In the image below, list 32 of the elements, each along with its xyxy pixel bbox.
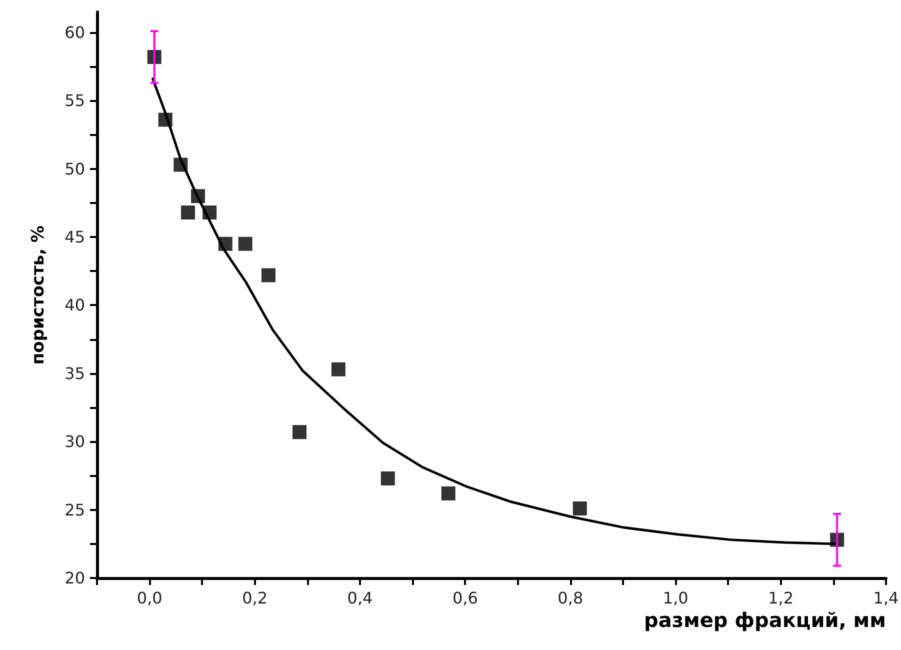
x-tick-label: 0,6 — [452, 588, 478, 608]
point — [190, 189, 205, 204]
x-tick-label: 0,2 — [242, 588, 268, 608]
point — [441, 486, 456, 500]
point — [331, 362, 346, 376]
y-tick-label: 50 — [64, 159, 85, 178]
y-axis-title: пористость, % — [28, 225, 48, 365]
y-tick-label: 60 — [64, 22, 85, 42]
point — [238, 236, 252, 251]
point — [218, 236, 232, 251]
y-tick-label: 45 — [64, 228, 85, 247]
y-tick-label: 25 — [64, 500, 85, 520]
point — [380, 471, 395, 486]
point — [181, 205, 195, 220]
x-tick-label: 1,2 — [768, 588, 794, 608]
point — [292, 425, 307, 440]
point — [202, 205, 217, 220]
point — [174, 158, 188, 172]
x-tick-label: 0,8 — [558, 588, 584, 608]
point — [261, 268, 276, 282]
point — [572, 501, 587, 516]
x-tick-label: 1,4 — [873, 588, 899, 608]
y-tick-label: 55 — [64, 91, 85, 110]
x-axis-title: размер фракций, мм — [644, 608, 886, 632]
y-tick-label: 35 — [64, 364, 85, 383]
y-tick-label: 20 — [64, 568, 85, 588]
y-tick-label: 30 — [64, 432, 85, 452]
y-tick-label: 40 — [64, 296, 85, 315]
x-tick-label: 0,0 — [136, 588, 162, 608]
x-tick-label: 1,0 — [662, 588, 688, 608]
point — [158, 112, 172, 127]
x-tick-label: 0,4 — [347, 588, 373, 608]
